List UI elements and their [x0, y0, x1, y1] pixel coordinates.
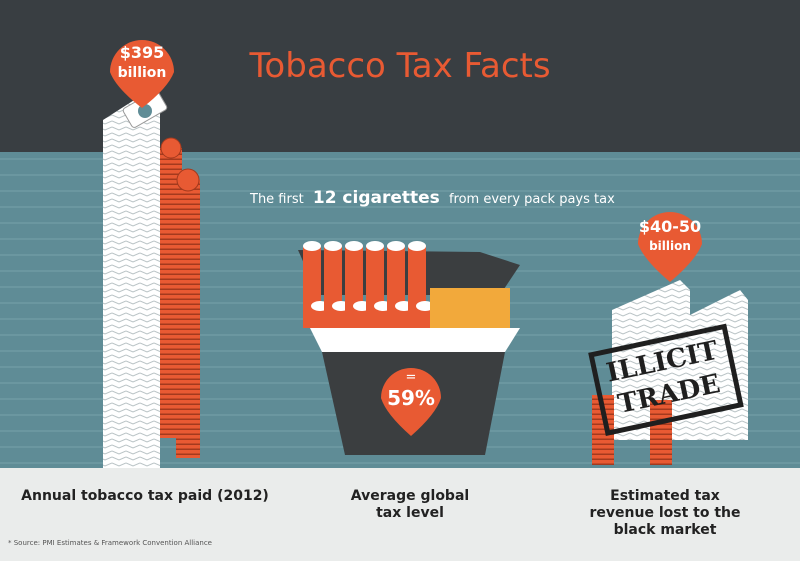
- cigarette-tip: [408, 241, 426, 251]
- cigarette-tip: [303, 241, 321, 251]
- pack-rim: [310, 328, 520, 352]
- badge-amount: $40-50: [639, 217, 701, 236]
- badge-unit: billion: [118, 65, 167, 81]
- badge-pin: [110, 40, 174, 108]
- badge-sign: =: [406, 370, 417, 385]
- coin-stack: [176, 180, 200, 458]
- badge-amount: $395: [120, 43, 165, 62]
- cigarette-tip: [366, 241, 384, 251]
- panel-label: Average global tax level: [350, 488, 470, 521]
- bill-stack: [680, 290, 748, 440]
- coin: [160, 137, 182, 159]
- coin-stack: [650, 400, 672, 465]
- badge-pin: [381, 368, 441, 436]
- badge-amount: 59%: [387, 386, 435, 410]
- bill-stack: [103, 90, 160, 468]
- title: Tobacco Tax Facts: [248, 46, 550, 86]
- footer-band: [0, 468, 800, 561]
- subtitle: The first 12 cigarettes from every pack …: [249, 188, 615, 208]
- cigarette-tip: [416, 301, 434, 311]
- cigarette-tip: [324, 241, 342, 251]
- source: * Source: PMI Estimates & Framework Conv…: [8, 539, 212, 547]
- panel-label: Estimated tax revenue lost to the black …: [589, 488, 741, 538]
- badge-unit: billion: [649, 239, 691, 253]
- badge-pin: [638, 212, 702, 282]
- cigarette-tip: [345, 241, 363, 251]
- cigarette-tip: [387, 241, 405, 251]
- coin: [176, 168, 200, 192]
- coin-stack: [592, 395, 614, 465]
- panel-label: Annual tobacco tax paid (2012): [21, 488, 269, 504]
- stamp-frame: [588, 323, 744, 437]
- cigarette: [416, 305, 434, 328]
- filters: [430, 288, 510, 328]
